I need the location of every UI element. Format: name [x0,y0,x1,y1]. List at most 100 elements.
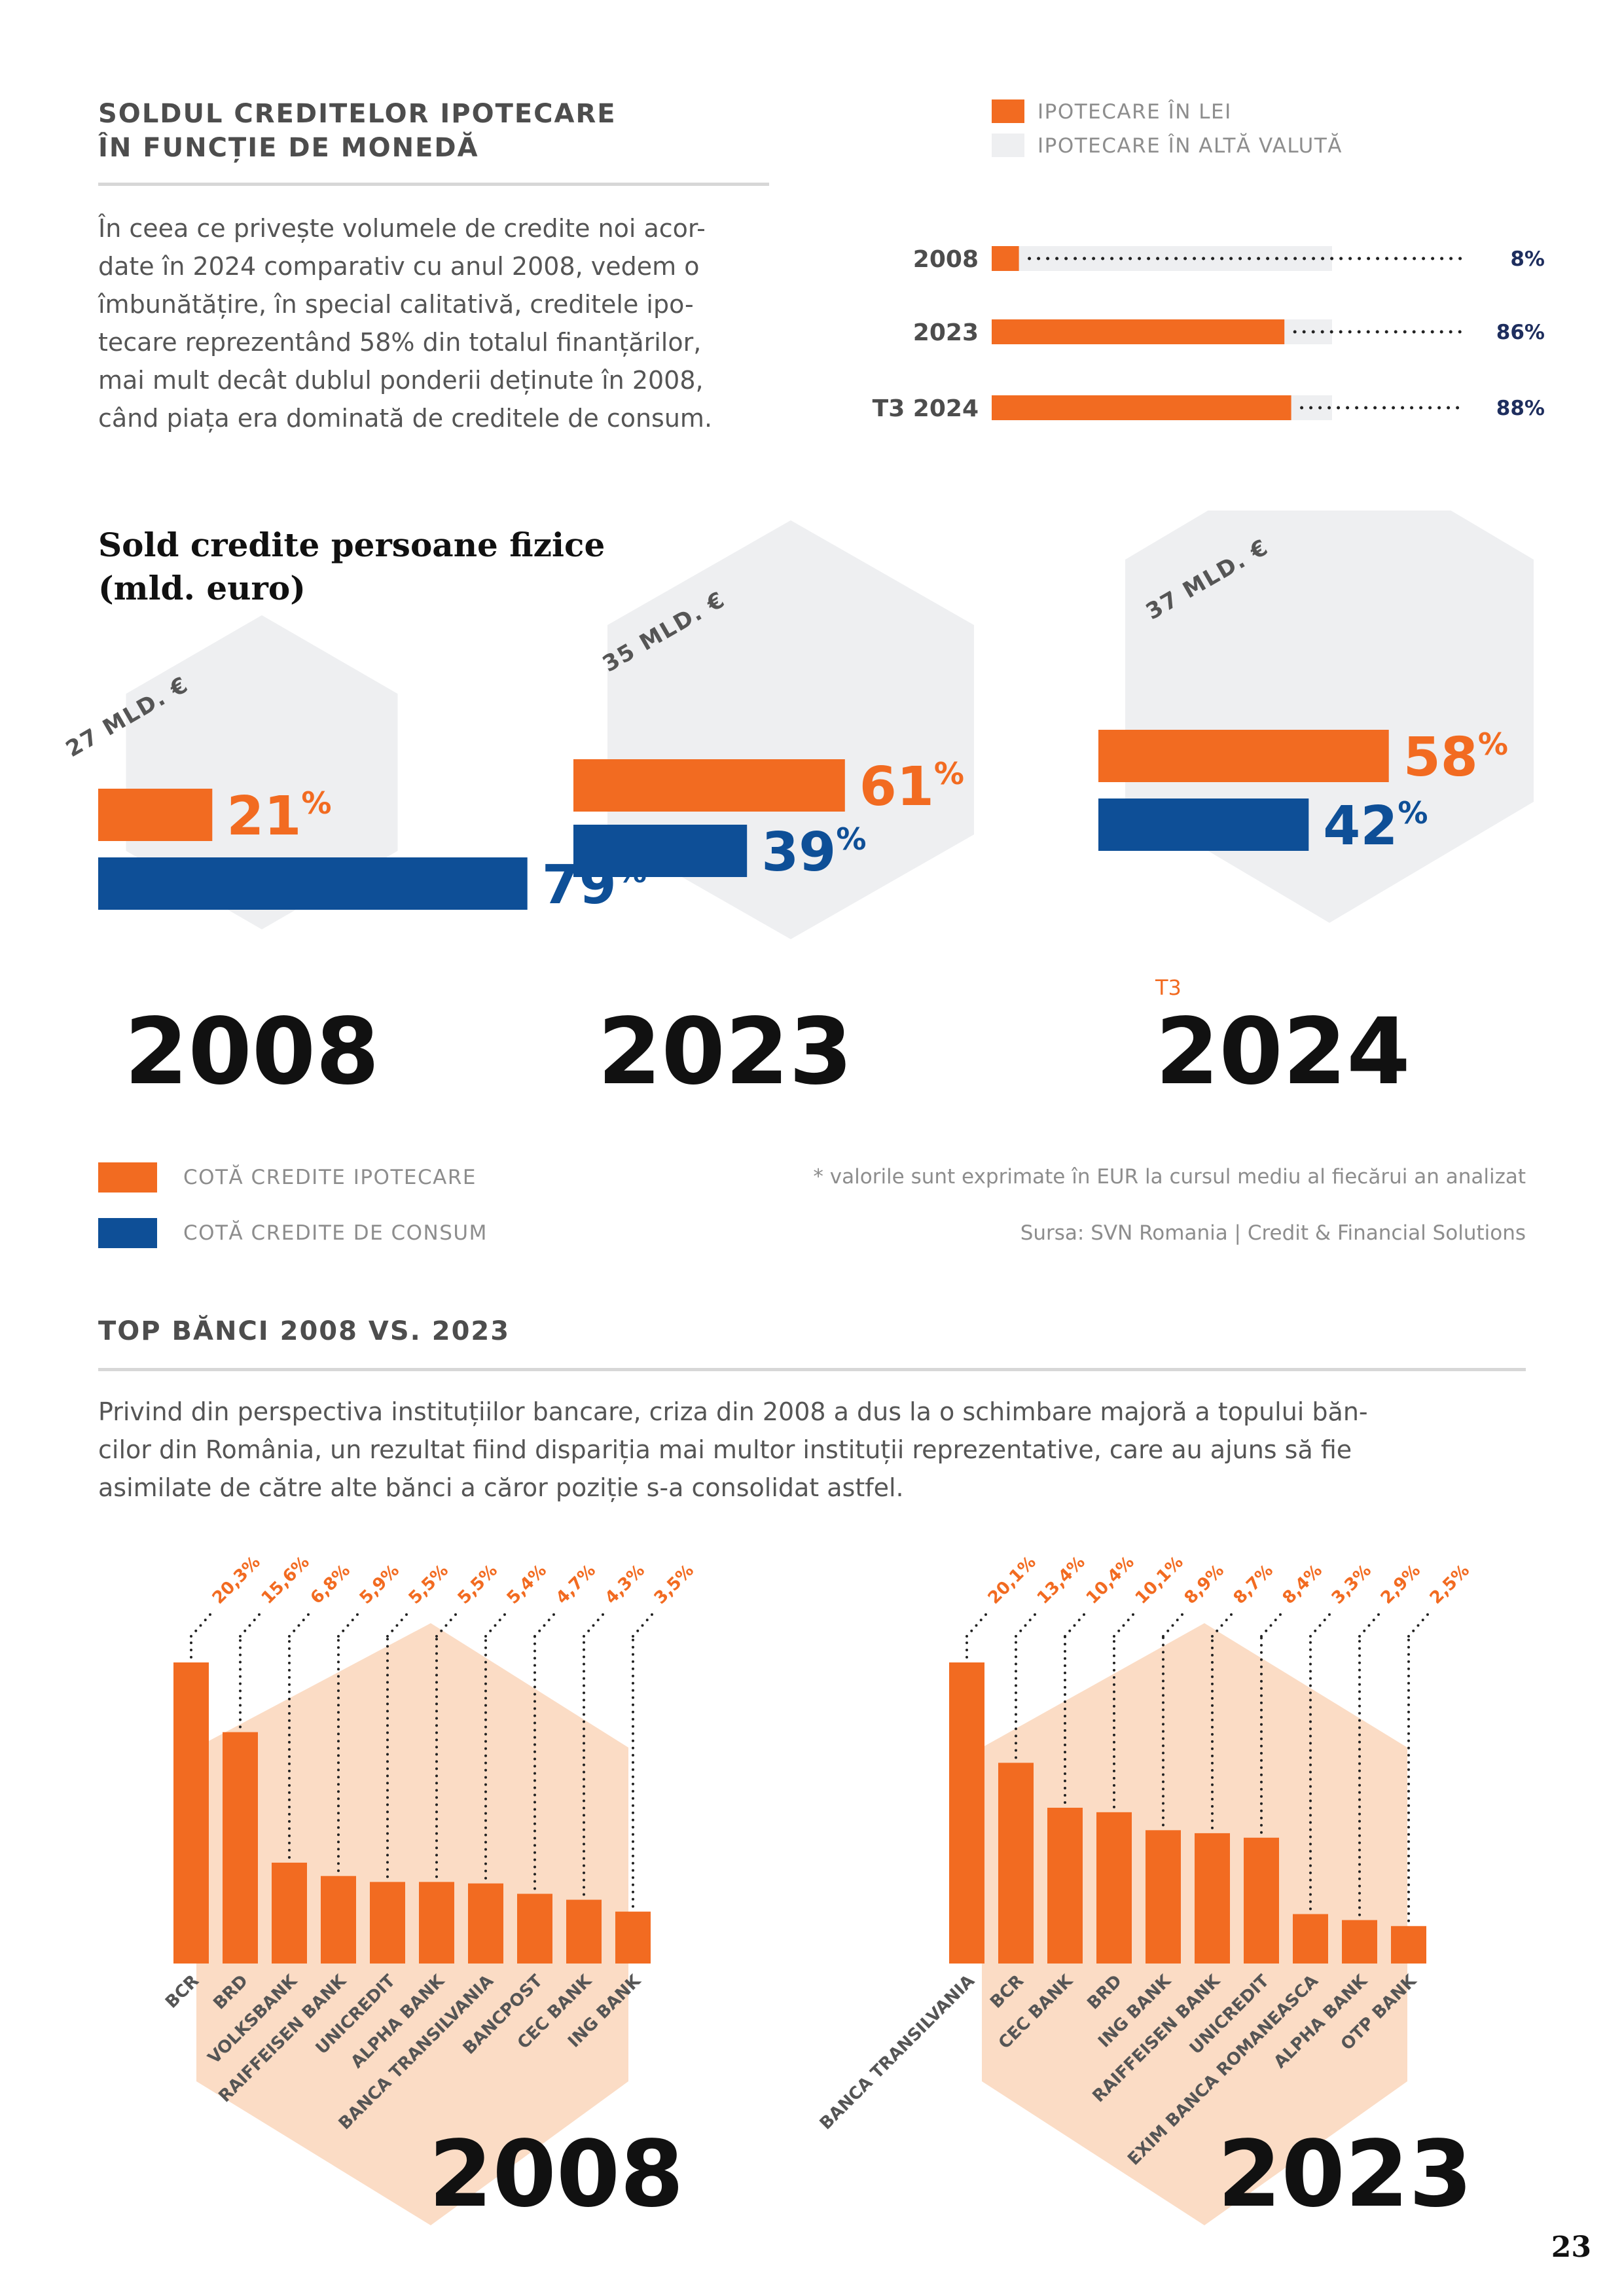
paragraph-line: cilor din România, un rezultat fiind dis… [98,1435,1352,1464]
paragraph-line: tecare reprezentând 58% din totalul fina… [98,328,702,357]
bank-bar [419,1882,454,1964]
bank-bar [1146,1830,1181,1964]
dotted-leader-diagonal [484,1609,510,1638]
dotted-leader-diagonal [1260,1609,1286,1638]
dotted-leader-diagonal [1407,1609,1433,1638]
hexagon-background [196,1623,628,2225]
consumer-share-bar [98,857,528,910]
mortgage-paragraph: În ceea ce privește volumele de credite … [98,209,779,437]
bank-value-label: 8,9% [1181,1561,1228,1608]
bank-bar [1391,1926,1426,1964]
bank-bar [1293,1914,1328,1964]
bank-value-label: 4,3% [602,1561,649,1608]
dotted-leader-diagonal [533,1609,559,1638]
bank-value-label: 20,3% [209,1552,264,1608]
top-banks-2008-chart: 20,3%BCR15,6%BRD6,8%VOLKSBANK5,9%RAIFFEI… [162,1552,698,2228]
bank-value-label: 10,1% [1132,1552,1187,1608]
legend-swatch-mortgage-share [98,1162,157,1193]
mortgage-title-line1: SOLDUL CREDITELOR IPOTECARE [98,99,617,129]
year-heading: 2023 [1218,2121,1473,2228]
bank-bar [1047,1807,1083,1964]
dotted-leader-diagonal [1358,1609,1384,1638]
legend-label-lei: IPOTECARE ÎN LEI [1038,100,1232,124]
bank-bar [370,1882,405,1964]
dotted-leader-diagonal [239,1609,264,1638]
bank-value-label: 20,1% [984,1552,1040,1608]
mortgage-title-divider [98,183,769,186]
personal-credit-title-line2: (mld. euro) [98,569,306,607]
top-banks-2023-chart: 20,1%BANCA TRANSILVANIA13,4%BCR10,4%CEC … [816,1552,1473,2228]
bank-value-label: 5,5% [405,1561,452,1608]
value-label: 8% [1510,247,1545,271]
dotted-leader-diagonal [435,1609,461,1638]
dotted-leader-diagonal [1015,1609,1040,1638]
bank-value-label: 8,4% [1279,1561,1326,1608]
bank-bar [949,1662,984,1964]
dotted-leader-diagonal [1309,1609,1335,1638]
bar-lei [992,395,1291,420]
bank-bar [321,1876,356,1964]
mortgage-share-bar [98,789,213,841]
top-banks-title: TOP BĂNCI 2008 VS. 2023 [98,1316,511,1346]
bank-value-label: 6,8% [307,1561,354,1608]
page-number: 23 [1551,2231,1591,2264]
top-banks-divider [98,1368,1526,1371]
percent-sign: % [1478,726,1508,762]
dotted-leader-diagonal [1064,1609,1089,1638]
year-heading: 2023 [598,999,853,1086]
year-heading: 2008 [124,999,380,1086]
bank-name-label: BANCA TRANSILVANIA [816,1971,979,2134]
personal-credit-title-line1: Sold credite persoane fizice [98,526,605,564]
hexagon-background [1125,511,1534,923]
dotted-leader-diagonal [1211,1609,1236,1638]
bank-value-label: 3,5% [651,1561,698,1608]
year-label: 2008 [913,246,979,273]
bank-value-label: 10,4% [1083,1552,1138,1608]
percent-sign: % [301,785,331,821]
bank-value-label: 5,5% [454,1561,501,1608]
year-heading: 2024 [1155,999,1411,1086]
bank-bar [517,1893,552,1964]
bank-bar [468,1883,503,1964]
paragraph-line: date în 2024 comparativ cu anul 2008, ve… [98,252,700,281]
value-label: 86% [1496,321,1545,344]
top-banks-paragraph: Privind din perspectiva instituțiilor ba… [98,1393,1538,1507]
bank-bar [1244,1837,1279,1964]
bank-value-label: 8,7% [1230,1561,1277,1608]
bank-bar [173,1662,209,1964]
paragraph-line: În ceea ce privește volumele de credite … [98,214,706,243]
year-label: T3 2024 [873,395,979,422]
year-heading: 2008 [429,2121,684,2228]
bank-bar [1342,1920,1377,1964]
legend-label-consumer-share: COTĂ CREDITE DE CONSUM [183,1221,488,1245]
bank-value-label: 2,9% [1377,1561,1424,1608]
mortgage-share-label: 21% [226,785,331,848]
consumer-share-bar [573,825,748,877]
paragraph-line: asimilate de către alte bănci a căror po… [98,1473,904,1502]
bank-bar [998,1763,1034,1964]
source-note: Sursa: SVN Romania | Credit & Financial … [1020,1221,1526,1245]
bank-bar [566,1899,602,1964]
dotted-leader-diagonal [1162,1609,1187,1638]
paragraph-line: când piața era dominată de creditele de … [98,404,713,433]
paragraph-line: mai mult decât dublul ponderii deținute … [98,366,704,395]
bar-lei [992,246,1019,271]
legend-label-other-currency: IPOTECARE ÎN ALTĂ VALUTĂ [1038,134,1343,158]
bar-lei [992,319,1285,344]
dotted-leader-diagonal [1113,1609,1138,1638]
dotted-leader-diagonal [965,1609,991,1638]
year-prefix: T3 [1155,975,1182,1000]
legend-label-mortgage-share: COTĂ CREDITE IPOTECARE [183,1166,477,1189]
legend-swatch-lei [992,99,1024,123]
paragraph-line: Privind din perspectiva instituțiilor ba… [98,1397,1368,1426]
bank-value-label: 3,3% [1328,1561,1375,1608]
percent-sign: % [934,756,964,791]
bank-value-label: 4,7% [552,1561,600,1608]
bank-bar [272,1862,307,1964]
consumer-share-bar [1098,798,1309,851]
bank-value-label: 13,4% [1034,1552,1089,1608]
mortgage-share-bar [1098,730,1389,782]
percent-sign: % [836,821,866,857]
mortgage-share-bar [573,759,845,812]
